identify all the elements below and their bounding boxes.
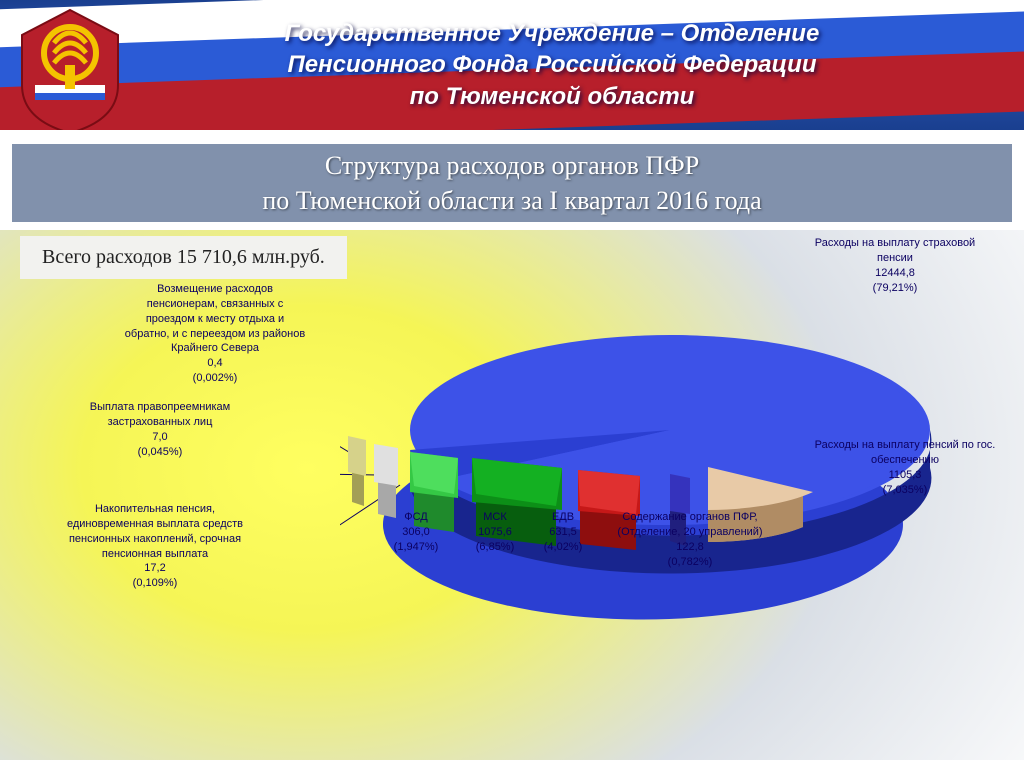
callout-fsd: ФСД 306,0 (1,947%) <box>376 510 456 555</box>
total-box: Всего расходов 15 710,6 млн.руб. <box>20 236 347 279</box>
callout-insurance-pension: Расходы на выплату страховой пенсии 1244… <box>790 236 1000 295</box>
subtitle-line1: Структура расходов органов ПФР <box>262 148 761 183</box>
header-line2: Пенсионного Фонда Российской Федерации <box>285 49 820 80</box>
chart-region: Всего расходов 15 710,6 млн.руб. <box>0 230 1024 760</box>
subtitle-line2: по Тюменской области за I квартал 2016 г… <box>262 183 761 218</box>
callout-msk: МСК 1075,6 (6,85%) <box>455 510 535 555</box>
callout-successors: Выплата правопреемникам застрахованных л… <box>60 400 260 459</box>
header-line3: по Тюменской области <box>285 81 820 112</box>
subtitle-text: Структура расходов органов ПФР по Тюменс… <box>262 148 761 218</box>
callout-pfr-maintenance: Содержание органов ПФР, (Отделение, 20 у… <box>590 510 790 569</box>
callout-edv: ЕДВ 631,5 (4,02%) <box>528 510 598 555</box>
header-title: Государственное Учреждение – Отделение П… <box>205 18 820 112</box>
total-text: Всего расходов 15 710,6 млн.руб. <box>42 246 325 268</box>
header-line1: Государственное Учреждение – Отделение <box>285 18 820 49</box>
callout-gov-pension: Расходы на выплату пенсий по гос. обеспе… <box>800 438 1010 497</box>
callout-accum-pension: Накопительная пенсия, единовременная вып… <box>40 502 270 591</box>
callout-travel-refund: Возмещение расходов пенсионерам, связанн… <box>100 282 330 386</box>
slice-accum-pension <box>374 444 398 518</box>
slice-successors <box>348 436 366 506</box>
pfr-logo-icon <box>10 5 130 130</box>
header-banner: Государственное Учреждение – Отделение П… <box>0 0 1024 130</box>
subtitle-bar: Структура расходов органов ПФР по Тюменс… <box>12 144 1012 222</box>
